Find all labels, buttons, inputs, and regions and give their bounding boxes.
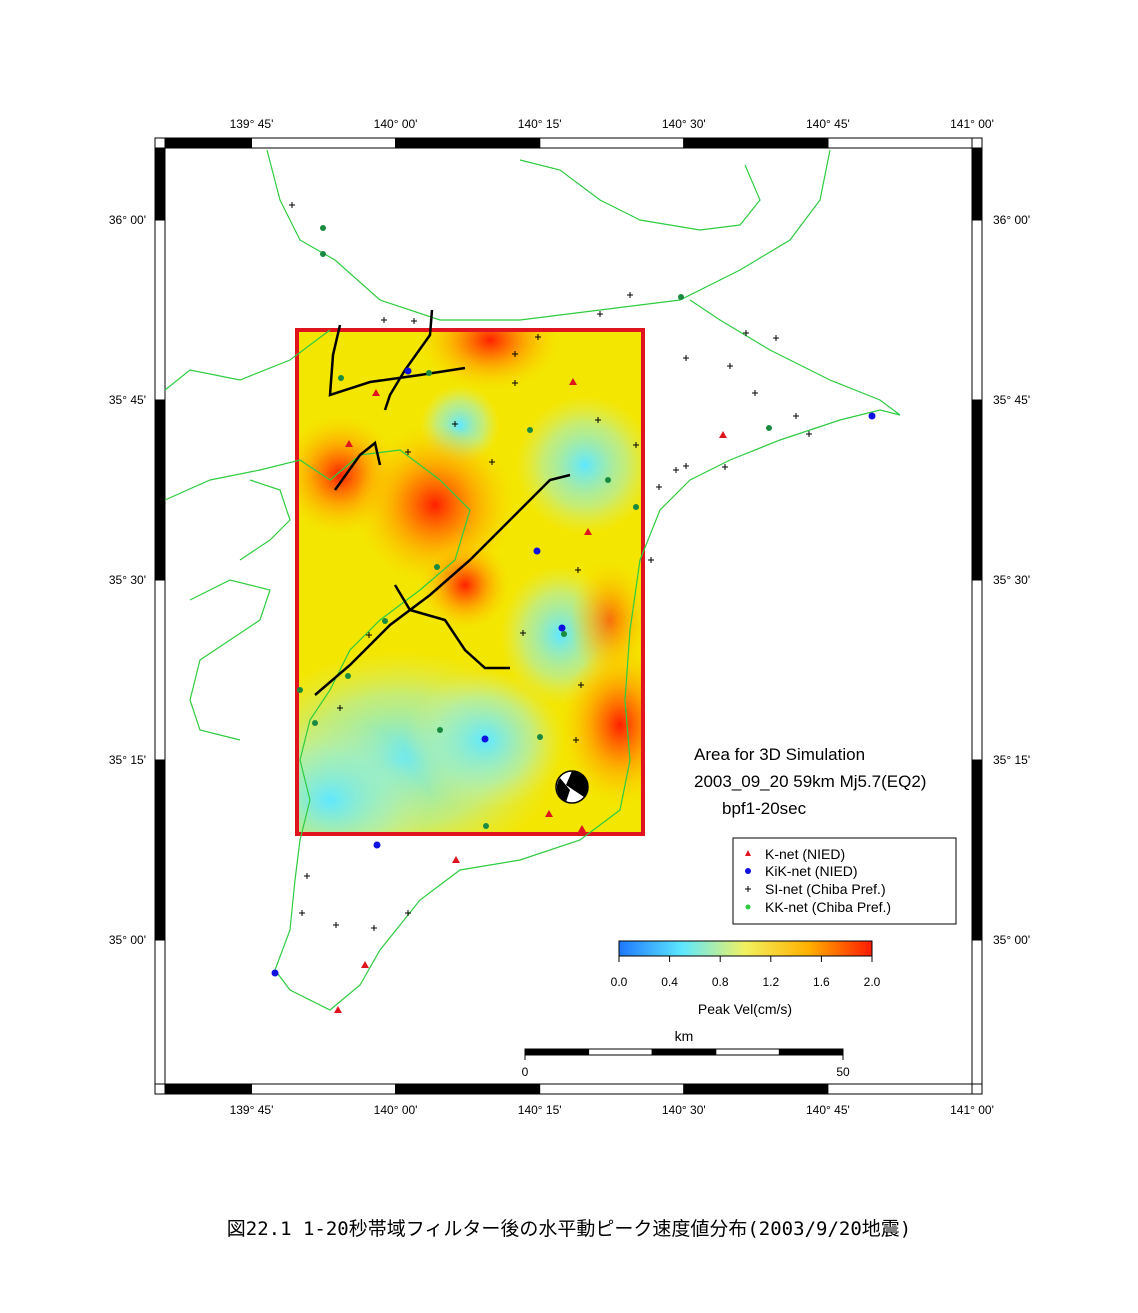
annotation: 2003_09_20 59km Mj5.7(EQ2) [694,772,926,791]
frame-bar [154,219,166,401]
frame-bar [827,137,973,149]
frame-bar [154,579,166,761]
y-tick-label: 35° 45' [993,393,1030,407]
legend-label: KK-net (Chiba Pref.) [765,899,891,915]
legend-symbol [745,886,751,892]
y-tick-label: 35° 30' [109,573,146,587]
frame-bar [971,219,983,401]
frame-bar [539,1083,685,1095]
x-tick-label: 140° 45' [806,117,850,131]
legend-label: KiK-net (NIED) [765,863,858,879]
stations [271,202,876,1013]
x-tick-label: 140° 00' [374,117,418,131]
annotation: Area for 3D Simulation [694,745,865,764]
scale-bar-label: km [675,1028,694,1044]
kk-net-stations [297,225,772,829]
simulation-area [295,328,645,836]
frame-bar [827,1083,973,1095]
frame-bar [971,939,983,1085]
y-tick-label: 36° 00' [109,213,146,227]
x-tick-label: 141° 00' [950,1103,994,1117]
frame-bar [154,399,166,581]
frame-bar [154,759,166,941]
x-tick-label: 139° 45' [230,1103,274,1117]
heatmap [297,330,643,834]
y-tick-label: 35° 15' [109,753,146,767]
frame-bar [395,1083,541,1095]
y-tick-label: 35° 00' [993,933,1030,947]
legend-label: K-net (NIED) [765,846,845,862]
y-tick-label: 35° 45' [109,393,146,407]
scale-bar-tick-label: 0 [522,1065,529,1079]
frame-bar [250,137,397,149]
scale-bar-segment [524,1048,590,1056]
colorbar-tick-label: 2.0 [864,975,881,989]
annotation: bpf1-20sec [722,799,807,818]
x-tick-label: 140° 15' [518,117,562,131]
legend-box [732,837,957,925]
frame-bar [971,759,983,941]
frame-bar [164,137,252,149]
colorbar [618,940,873,957]
x-tick-label: 140° 30' [662,1103,706,1117]
frame-bar [164,1083,252,1095]
scale-bar-segment [588,1048,653,1056]
legend-symbol [745,850,751,856]
colorbar-tick-label: 1.2 [762,975,779,989]
scale-bar-segment [715,1048,780,1056]
x-tick-label: 140° 15' [518,1103,562,1117]
frame-bar [683,1083,829,1095]
frame-bar [154,939,166,1085]
colorbar-label: Peak Vel(cm/s) [698,1001,792,1017]
frame-bar [971,399,983,581]
focal-mechanism [555,770,589,804]
scale-bar-segment [778,1048,844,1056]
colorbar-tick-label: 0.0 [611,975,628,989]
frame-bar [683,137,829,149]
frame-bar [971,147,983,221]
frame-bar [971,579,983,761]
si-net-stations [289,202,812,931]
coastline [164,149,901,1011]
y-tick-label: 36° 00' [993,213,1030,227]
frame-bar [154,147,166,221]
x-tick-label: 141° 00' [950,117,994,131]
x-tick-label: 140° 45' [806,1103,850,1117]
colorbar-tick-label: 0.4 [661,975,678,989]
scale-bar [524,1048,844,1056]
y-tick-label: 35° 00' [109,933,146,947]
colorbar-tick-label: 1.6 [813,975,830,989]
kik-net-stations [271,367,876,977]
y-tick-label: 35° 15' [993,753,1030,767]
legend-label: SI-net (Chiba Pref.) [765,881,886,897]
frame-bar [250,1083,397,1095]
caption: 図22.1 1-20秒帯域フィルター後の水平動ピーク速度値分布(2003/9/2… [227,1218,911,1240]
legend-symbol [745,904,751,910]
x-tick-label: 140° 00' [374,1103,418,1117]
scale-bar-tick-label: 50 [836,1065,850,1079]
frame-bar [395,137,541,149]
x-tick-label: 139° 45' [230,117,274,131]
y-tick-label: 35° 30' [993,573,1030,587]
k-net-stations [334,378,727,1013]
legend-symbol [745,868,751,874]
x-tick-label: 140° 30' [662,117,706,131]
colorbar-tick-label: 0.8 [712,975,729,989]
scale-bar-segment [651,1048,717,1056]
frame-bar [539,137,685,149]
